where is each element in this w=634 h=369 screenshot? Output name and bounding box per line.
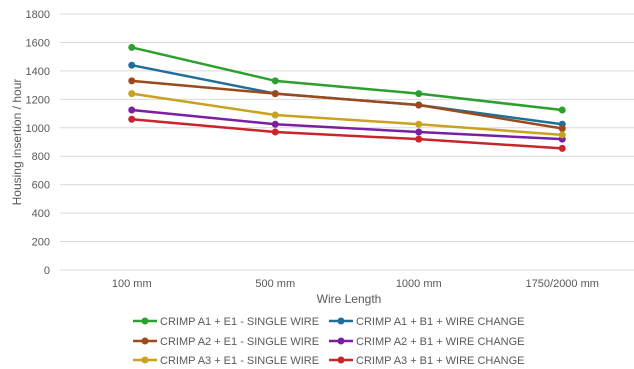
legend-label: CRIMP A2 + E1 - SINGLE WIRE bbox=[160, 336, 319, 348]
data-point bbox=[128, 90, 136, 98]
legend-label: CRIMP A1 + B1 + WIRE CHANGE bbox=[356, 316, 525, 328]
data-point bbox=[271, 111, 279, 119]
data-point bbox=[415, 90, 423, 98]
legend-swatch-marker bbox=[337, 356, 345, 364]
y-tick-label: 400 bbox=[32, 208, 50, 220]
y-tick-label: 1400 bbox=[26, 66, 50, 78]
series-6 bbox=[128, 115, 566, 152]
legend-swatch-marker bbox=[337, 317, 345, 325]
x-tick-label: 1000 mm bbox=[396, 278, 442, 290]
legend-item: CRIMP A1 + B1 + WIRE CHANGE bbox=[329, 316, 525, 328]
x-tick-label: 100 mm bbox=[112, 278, 152, 290]
x-tick-label: 500 mm bbox=[255, 278, 295, 290]
data-point bbox=[558, 124, 566, 132]
series-3 bbox=[128, 77, 566, 132]
y-tick-label: 600 bbox=[32, 180, 50, 192]
series-line bbox=[131, 92, 563, 137]
series-line bbox=[131, 108, 563, 141]
legend-swatch-marker bbox=[141, 356, 149, 364]
data-point bbox=[271, 90, 279, 98]
y-tick-label: 200 bbox=[32, 237, 50, 249]
legend: CRIMP A1 + E1 - SINGLE WIRE CRIMP A1 + B1… bbox=[133, 316, 525, 367]
data-point bbox=[558, 131, 566, 139]
series-line bbox=[131, 117, 563, 150]
legend-swatch-marker bbox=[141, 337, 149, 345]
data-point bbox=[271, 120, 279, 128]
legend-item: CRIMP A1 + E1 - SINGLE WIRE bbox=[133, 316, 319, 328]
data-point bbox=[415, 135, 423, 143]
y-axis-label: Housing insertion / hour bbox=[10, 79, 24, 206]
y-axis-ticks: 0 200 400 600 800 1000 1200 1400 1600 1800 bbox=[26, 9, 50, 277]
legend-item: CRIMP A2 + B1 + WIRE CHANGE bbox=[329, 336, 525, 348]
data-point bbox=[128, 61, 136, 69]
legend-label: CRIMP A2 + B1 + WIRE CHANGE bbox=[356, 336, 525, 348]
legend-label: CRIMP A3 + B1 + WIRE CHANGE bbox=[356, 355, 525, 367]
x-tick-label: 1750/2000 mm bbox=[526, 278, 599, 290]
legend-swatch-marker bbox=[141, 317, 149, 325]
data-point bbox=[415, 101, 423, 109]
series-line bbox=[131, 79, 563, 130]
data-point bbox=[558, 106, 566, 114]
data-point bbox=[271, 77, 279, 85]
data-point bbox=[128, 43, 136, 51]
data-point bbox=[271, 128, 279, 136]
y-tick-label: 800 bbox=[32, 151, 50, 163]
y-tick-label: 0 bbox=[44, 265, 50, 277]
gridlines bbox=[60, 13, 634, 271]
data-point bbox=[415, 120, 423, 128]
data-point bbox=[128, 115, 136, 123]
data-point bbox=[415, 128, 423, 136]
legend-item: CRIMP A3 + B1 + WIRE CHANGE bbox=[329, 355, 525, 367]
x-axis-label: Wire Length bbox=[317, 292, 382, 306]
data-point bbox=[128, 106, 136, 114]
series-lines bbox=[128, 43, 566, 152]
data-point bbox=[558, 144, 566, 152]
legend-label: CRIMP A3 + E1 - SINGLE WIRE bbox=[160, 355, 319, 367]
y-tick-label: 1200 bbox=[26, 94, 50, 106]
series-line bbox=[131, 46, 563, 112]
legend-item: CRIMP A3 + E1 - SINGLE WIRE bbox=[133, 355, 319, 367]
y-tick-label: 1000 bbox=[26, 123, 50, 135]
data-point bbox=[128, 77, 136, 85]
series-1 bbox=[128, 43, 566, 114]
legend-swatch-marker bbox=[337, 337, 345, 345]
y-tick-label: 1800 bbox=[26, 9, 50, 21]
series-5 bbox=[128, 90, 566, 139]
legend-label: CRIMP A1 + E1 - SINGLE WIRE bbox=[160, 316, 319, 328]
y-tick-label: 1600 bbox=[26, 37, 50, 49]
x-axis-ticks: 100 mm 500 mm 1000 mm 1750/2000 mm bbox=[112, 278, 599, 290]
legend-item: CRIMP A2 + E1 - SINGLE WIRE bbox=[133, 336, 319, 348]
